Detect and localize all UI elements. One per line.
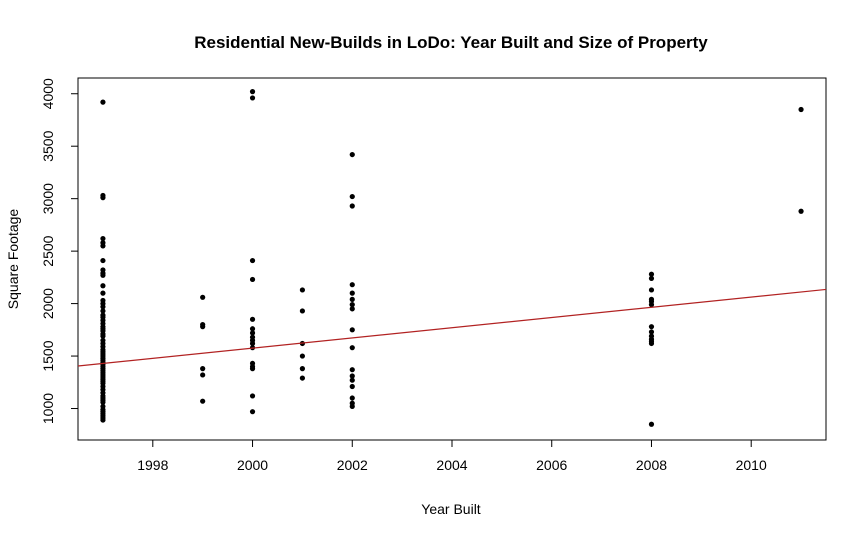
data-point	[648, 340, 655, 347]
data-point	[249, 276, 256, 283]
data-point	[249, 95, 256, 101]
data-point	[349, 345, 355, 351]
data-point	[648, 329, 655, 335]
data-point	[299, 375, 305, 381]
data-point	[249, 316, 256, 322]
data-point	[349, 282, 355, 288]
data-point	[299, 287, 305, 293]
data-point	[349, 296, 355, 302]
x-tick-label: 2000	[237, 457, 268, 473]
data-point	[349, 327, 355, 333]
data-point	[200, 398, 206, 404]
data-point	[648, 271, 655, 277]
data-point	[798, 208, 804, 214]
data-point	[349, 367, 355, 373]
data-point	[648, 287, 655, 293]
y-tick-label: 3000	[40, 183, 56, 214]
data-point	[349, 302, 355, 308]
data-point	[249, 366, 256, 372]
data-point	[249, 89, 256, 95]
data-point	[249, 393, 256, 399]
data-point	[100, 195, 106, 201]
y-tick-label: 3500	[40, 130, 56, 161]
data-point	[100, 333, 106, 339]
data-point	[349, 151, 355, 158]
data-point	[798, 106, 804, 113]
data-point	[100, 235, 106, 242]
data-point	[349, 306, 355, 312]
data-point	[648, 324, 655, 330]
x-tick-label: 2002	[337, 457, 368, 473]
data-point	[249, 326, 256, 332]
x-tick-label: 2010	[736, 457, 767, 473]
data-point	[349, 395, 355, 401]
x-tick-label: 1998	[137, 457, 168, 473]
data-point	[349, 373, 355, 379]
data-point	[299, 366, 305, 372]
data-point	[100, 99, 106, 105]
trend-line	[77, 288, 827, 367]
data-point	[349, 403, 355, 410]
data-point	[249, 409, 256, 415]
data-point	[299, 308, 305, 314]
plot-frame	[77, 77, 827, 441]
data-point	[100, 257, 106, 264]
data-point	[100, 304, 106, 310]
x-axis-label: Year Built	[421, 501, 481, 517]
y-tick-label: 4000	[40, 78, 56, 109]
data-point	[249, 257, 256, 264]
data-point	[648, 275, 655, 282]
data-point	[249, 340, 256, 347]
data-point	[100, 290, 106, 296]
data-point	[100, 243, 106, 249]
data-point	[100, 399, 106, 405]
data-point	[100, 283, 106, 289]
y-tick-label: 1000	[40, 393, 56, 424]
data-point	[648, 421, 655, 427]
plot-area: 1998 2000 2002 2004 2006 2008 2010 1000 1500 2000…	[40, 77, 827, 473]
data-point	[648, 302, 655, 308]
data-point	[349, 290, 355, 296]
x-tick-label: 2006	[536, 457, 567, 473]
data-point	[349, 383, 355, 390]
data-point	[200, 372, 206, 378]
data-point	[349, 193, 355, 200]
y-axis-label: Square Footage	[5, 209, 21, 310]
y-tick-label: 2000	[40, 288, 56, 319]
chart-title: Residential New-Builds in LoDo: Year Bui…	[194, 33, 708, 52]
y-tick-label: 2500	[40, 235, 56, 266]
data-point	[349, 203, 355, 209]
y-tick-label: 1500	[40, 340, 56, 371]
data-point	[349, 377, 355, 383]
data-point	[299, 353, 305, 359]
x-tick-label: 2004	[436, 457, 467, 473]
data-point	[200, 294, 206, 300]
data-point	[100, 417, 106, 423]
data-point	[200, 324, 206, 330]
data-point	[100, 272, 106, 278]
x-tick-label: 2008	[636, 457, 667, 473]
data-point	[249, 330, 256, 336]
data-point	[100, 308, 106, 314]
data-point	[200, 366, 206, 372]
